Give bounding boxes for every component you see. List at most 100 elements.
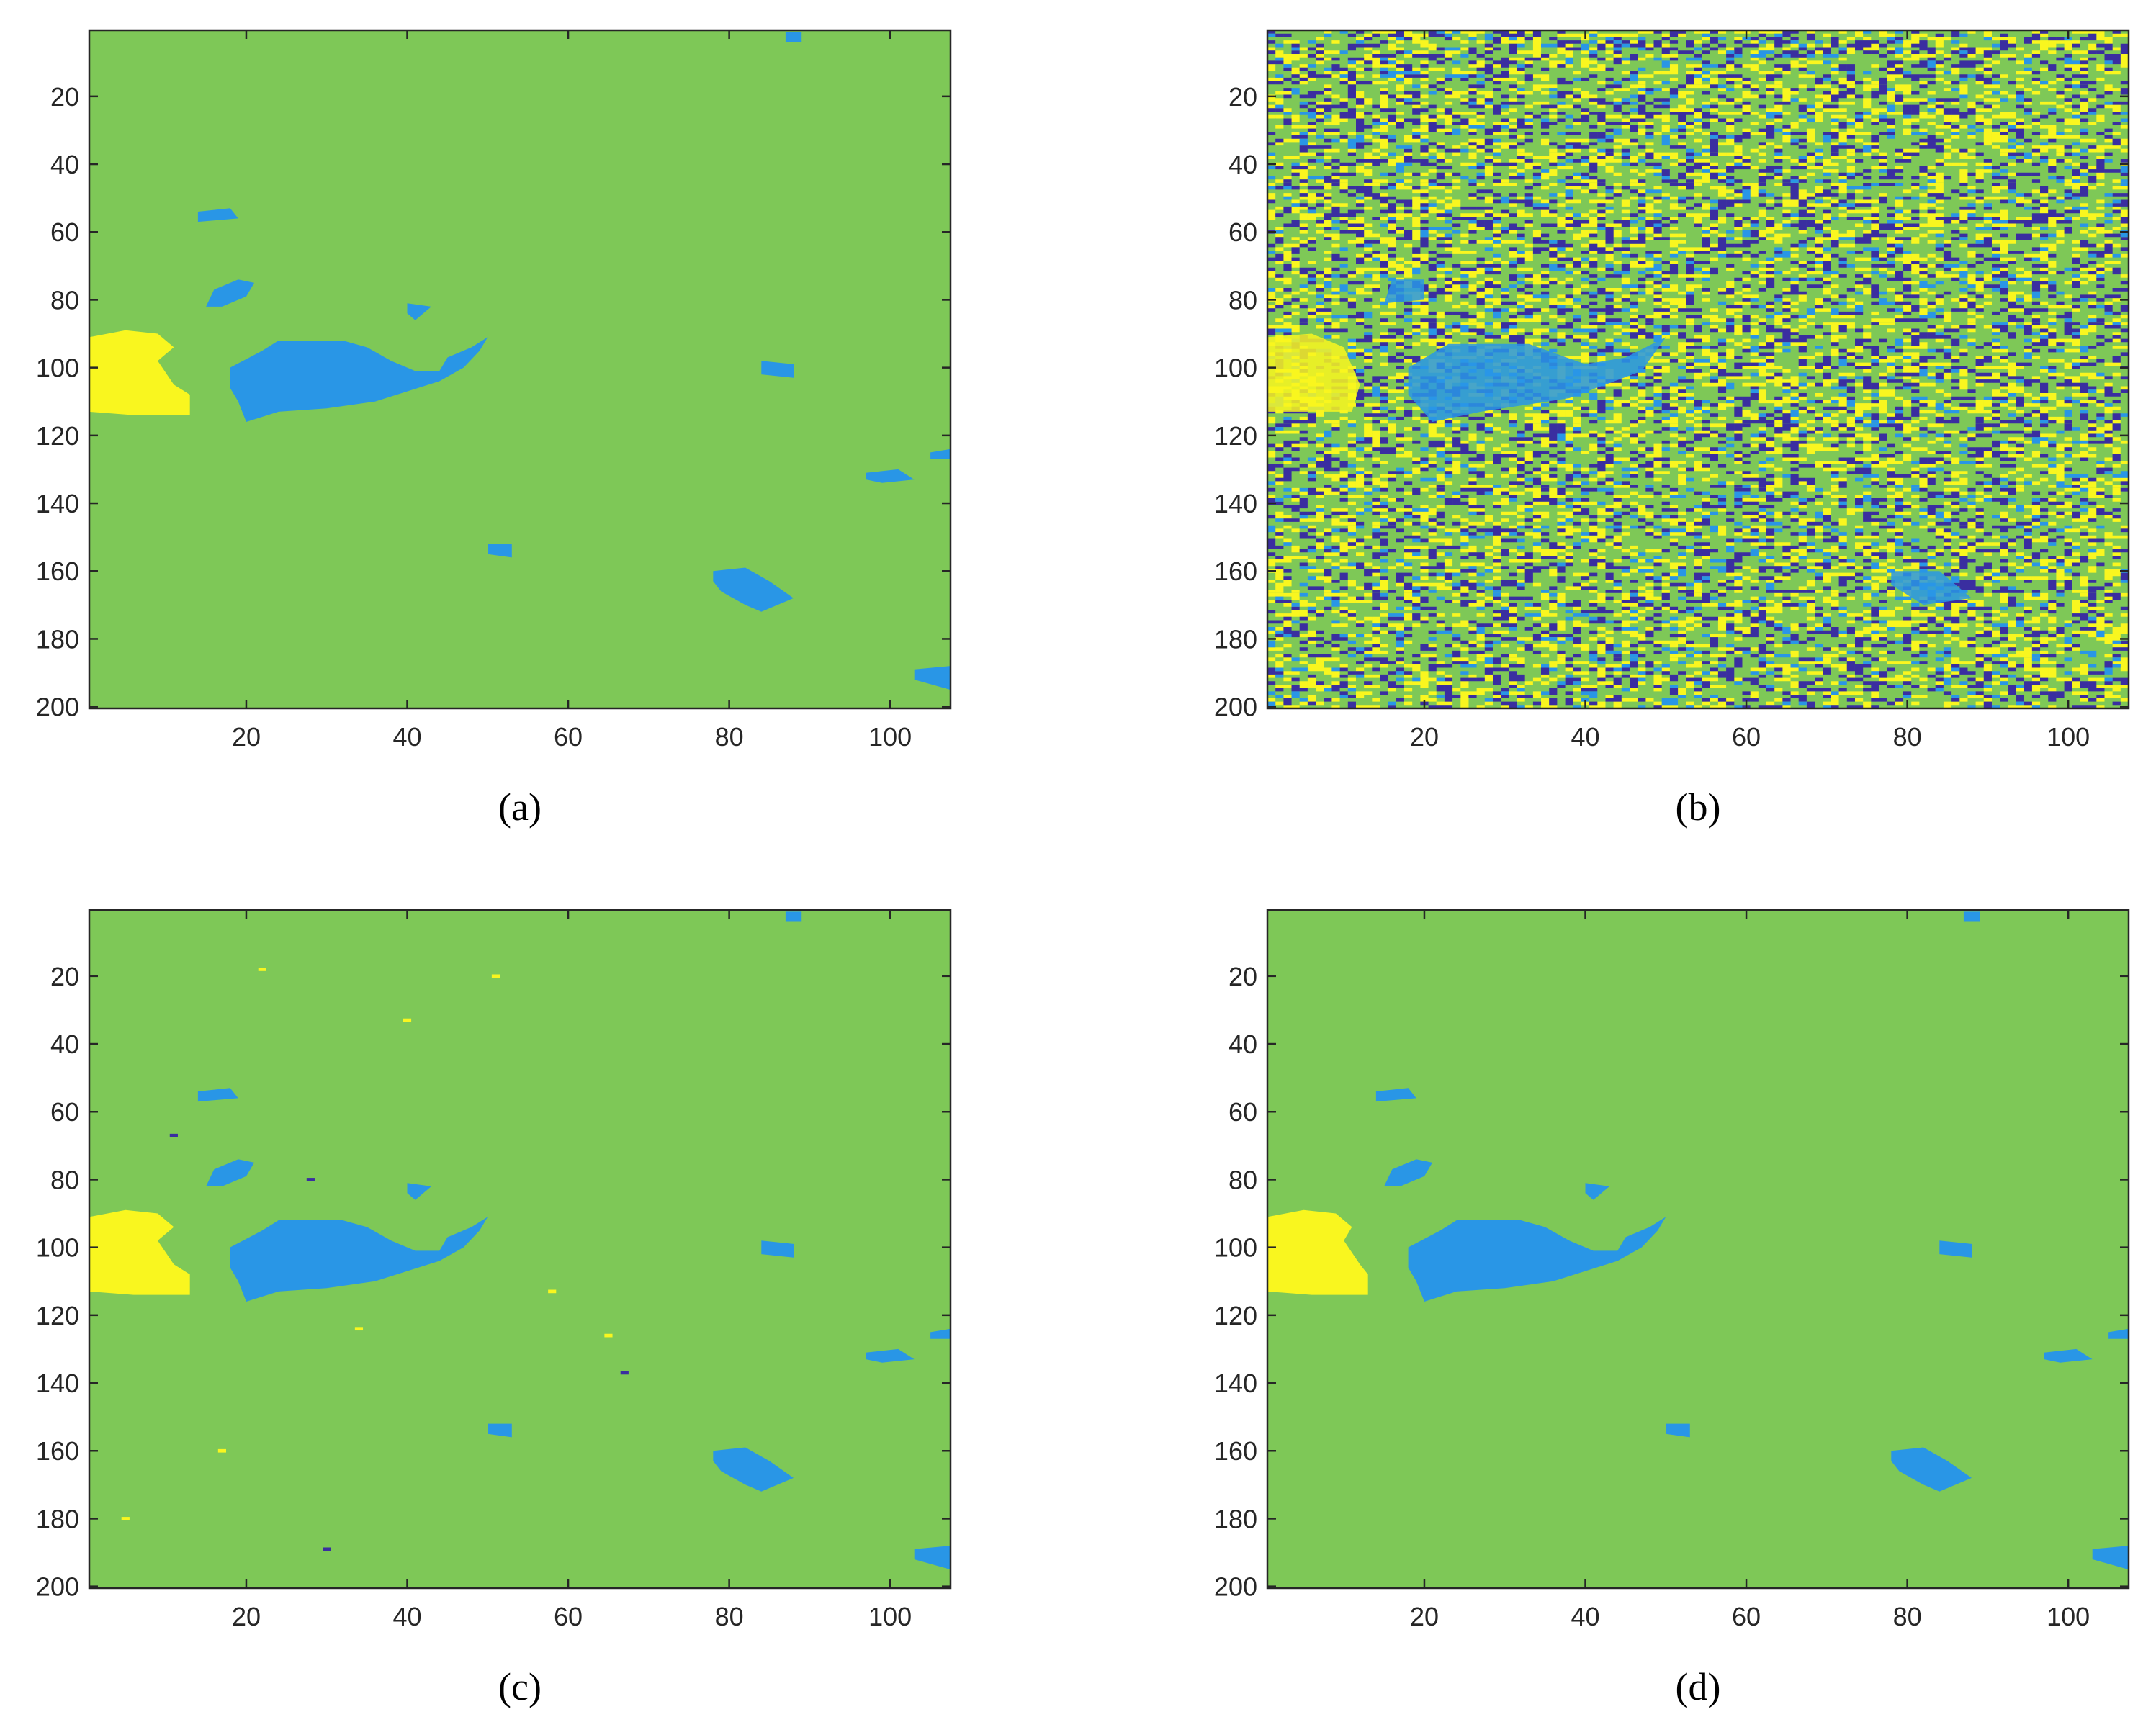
blue-class-region — [1939, 1240, 1972, 1258]
y-tick-label: 180 — [36, 624, 79, 654]
blue-class-region — [407, 1183, 431, 1200]
background-class-region — [89, 910, 951, 1588]
x-tick-label: 40 — [1571, 1602, 1599, 1631]
panels-layer: 20 40 60 80 100 20 40 60 80 100 120 140 160 180 200 (a)… — [36, 29, 2130, 1708]
y-tick-label: 100 — [36, 353, 79, 383]
y-tick-label: 80 — [1229, 285, 1257, 315]
navy-pixel — [620, 1371, 629, 1375]
y-tick-label: 20 — [50, 82, 79, 112]
y-tick-label: 160 — [36, 1436, 79, 1466]
blue-class-region — [206, 279, 255, 307]
y-tick-label: 180 — [36, 1504, 79, 1533]
speckle-navy — [1267, 30, 2129, 708]
blue-class-region — [206, 1159, 255, 1186]
yellow-pixel — [217, 1448, 227, 1453]
y-tick-label: 60 — [1229, 1097, 1257, 1127]
navy-pixel — [169, 1133, 178, 1137]
x-tick-label: 60 — [1732, 1602, 1761, 1631]
yellow-pixel — [604, 1333, 613, 1338]
yellow-class-region — [89, 1209, 190, 1295]
y-tick-label: 140 — [36, 489, 79, 518]
y-tick-label: 120 — [1214, 1301, 1257, 1330]
y-tick-label: 160 — [1214, 1436, 1257, 1466]
speckle-blue — [1267, 30, 2129, 708]
blue-class-region — [914, 666, 951, 690]
y-tick-label: 80 — [50, 285, 79, 315]
panel-caption: (b) — [1676, 785, 1721, 829]
blue-class-region — [761, 1240, 794, 1258]
panel-caption: (d) — [1676, 1665, 1721, 1708]
blue-class-region — [713, 1447, 794, 1492]
blue-class-region — [761, 361, 794, 378]
heatmap-panel: 20 40 60 80 100 20 40 60 80 100 120 140 160 180 200 (b) — [1214, 29, 2130, 829]
x-tick-label: 20 — [1410, 722, 1439, 752]
y-tick-label: 160 — [1214, 556, 1257, 586]
y-tick-label: 40 — [1229, 1029, 1257, 1059]
x-tick-label: 60 — [1732, 722, 1761, 752]
yellow-pixel — [258, 968, 266, 971]
blue-class-region — [914, 1546, 951, 1570]
navy-pixel — [306, 1178, 315, 1181]
y-tick-label: 80 — [50, 1165, 79, 1194]
blue-class-region — [488, 544, 512, 558]
x-tick-label: 100 — [868, 722, 912, 752]
y-tick-label: 140 — [36, 1369, 79, 1398]
blue-class-region — [930, 449, 951, 459]
heatmap-panel: 20 40 60 80 100 20 40 60 80 100 120 140 160 180 200 (a) — [36, 29, 952, 829]
x-tick-label: 80 — [715, 1602, 744, 1631]
heatmap-cells — [1267, 30, 2129, 708]
blue-class-region — [785, 911, 802, 922]
y-tick-label: 120 — [36, 421, 79, 451]
y-tick-label: 20 — [1229, 82, 1257, 112]
blue-class-region — [1408, 1217, 1666, 1302]
x-tick-label: 60 — [554, 722, 583, 752]
x-tick-label: 100 — [868, 1602, 912, 1631]
x-tick-label: 100 — [2047, 722, 2090, 752]
y-tick-label: 100 — [36, 1233, 79, 1263]
y-tick-label: 180 — [1214, 624, 1257, 654]
blue-class-region — [1384, 1159, 1433, 1186]
x-tick-label: 20 — [232, 722, 261, 752]
y-tick-label: 120 — [36, 1301, 79, 1330]
y-tick-label: 80 — [1229, 1165, 1257, 1194]
blue-class-region — [407, 303, 431, 320]
blue-class-region — [1375, 1088, 1416, 1102]
background-class-region — [89, 30, 951, 708]
yellow-pixel — [403, 1018, 412, 1022]
blue-class-region — [2108, 1328, 2129, 1339]
y-tick-label: 140 — [1214, 1369, 1257, 1398]
y-tick-label: 40 — [1229, 150, 1257, 179]
blue-class-region — [2044, 1348, 2093, 1363]
blue-class-region — [866, 469, 915, 483]
y-tick-label: 140 — [1214, 489, 1257, 518]
x-tick-label: 40 — [1571, 722, 1599, 752]
y-tick-label: 200 — [1214, 693, 1257, 722]
y-tick-label: 200 — [1214, 1572, 1257, 1602]
axes-frame — [1266, 909, 2130, 1590]
x-tick-label: 20 — [1410, 1602, 1439, 1631]
x-tick-label: 80 — [715, 722, 744, 752]
blue-class-region — [713, 567, 794, 612]
blue-class-region — [1891, 571, 1972, 605]
y-tick-label: 200 — [36, 1572, 79, 1602]
blue-class-region — [866, 1348, 915, 1363]
yellow-pixel — [121, 1517, 130, 1520]
y-tick-label: 40 — [50, 150, 79, 179]
y-tick-label: 60 — [50, 1097, 79, 1127]
yellow-class-region — [1267, 333, 1360, 412]
blue-class-region — [1666, 1423, 1690, 1438]
y-tick-label: 200 — [36, 693, 79, 722]
yellow-class-region — [1267, 1209, 1368, 1295]
y-tick-label: 160 — [36, 556, 79, 586]
axes-frame — [1266, 29, 2130, 710]
y-tick-label: 120 — [1214, 421, 1257, 451]
blue-class-region — [785, 32, 802, 42]
blue-class-region — [2092, 1546, 2129, 1570]
x-tick-label: 100 — [2047, 1602, 2090, 1631]
blue-class-region — [230, 1217, 488, 1302]
heatmap-cells — [89, 910, 951, 1588]
heatmap-panel: 20 40 60 80 100 20 40 60 80 100 120 140 160 180 200 (d) — [1214, 909, 2130, 1708]
y-tick-label: 40 — [50, 1029, 79, 1059]
y-tick-label: 20 — [50, 962, 79, 991]
